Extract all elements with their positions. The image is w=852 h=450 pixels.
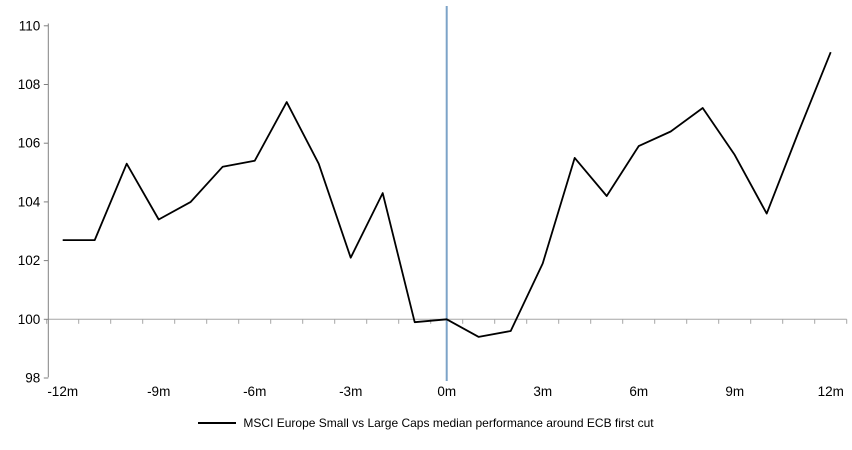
x-axis-tick-label: -3m [339, 384, 362, 399]
legend-label: MSCI Europe Small vs Large Caps median p… [243, 416, 654, 430]
x-axis-tick-label: 0m [437, 384, 456, 399]
x-axis-tick-label: 6m [629, 384, 648, 399]
y-axis-tick-label: 110 [19, 18, 41, 33]
y-axis-tick-label: 108 [18, 77, 41, 92]
y-axis-tick-label: 104 [18, 194, 41, 209]
x-axis-tick-label: -6m [243, 384, 266, 399]
series-line [62, 51, 832, 338]
y-axis-tick-label: 106 [18, 136, 41, 151]
y-axis-tick-label: 100 [18, 312, 41, 327]
x-axis-tick-label: 3m [533, 384, 552, 399]
legend: MSCI Europe Small vs Large Caps median p… [0, 416, 852, 430]
x-axis-tick-label: -9m [147, 384, 170, 399]
y-axis-tick-label: 102 [18, 253, 41, 268]
x-axis-tick-label: 9m [725, 384, 744, 399]
x-axis-tick-label: -12m [47, 384, 78, 399]
legend-line-swatch [198, 422, 237, 424]
x-axis-tick-label: 12m [818, 384, 844, 399]
y-axis-tick-label: 98 [25, 371, 40, 386]
